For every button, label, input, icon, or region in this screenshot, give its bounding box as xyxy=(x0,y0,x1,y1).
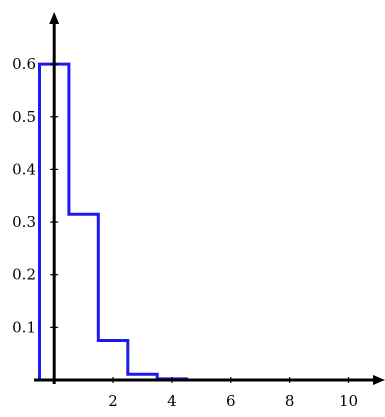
axes-layer xyxy=(34,12,385,385)
x-tick-label: 8 xyxy=(285,392,295,410)
x-tick-label: 2 xyxy=(108,392,118,410)
y-tick-label: 0.4 xyxy=(12,160,36,178)
y-axis-arrow xyxy=(49,12,60,24)
x-tick-label: 6 xyxy=(226,392,236,410)
y-tick-label: 0.3 xyxy=(12,213,36,231)
x-tick-label: 10 xyxy=(339,392,358,410)
step-series-line xyxy=(38,62,375,382)
y-tick-label: 0.2 xyxy=(12,266,36,284)
y-tick-label: 0.6 xyxy=(12,55,36,73)
series-layer xyxy=(38,62,375,382)
y-tick-label: 0.5 xyxy=(12,108,36,126)
x-axis-arrow xyxy=(373,375,385,385)
ticks-layer: 2 4 6 8 10 0.1 0.2 0.3 0.4 0.5 0.6 xyxy=(12,55,358,410)
x-tick-label: 4 xyxy=(167,392,177,410)
y-tick-label: 0.1 xyxy=(12,318,36,336)
